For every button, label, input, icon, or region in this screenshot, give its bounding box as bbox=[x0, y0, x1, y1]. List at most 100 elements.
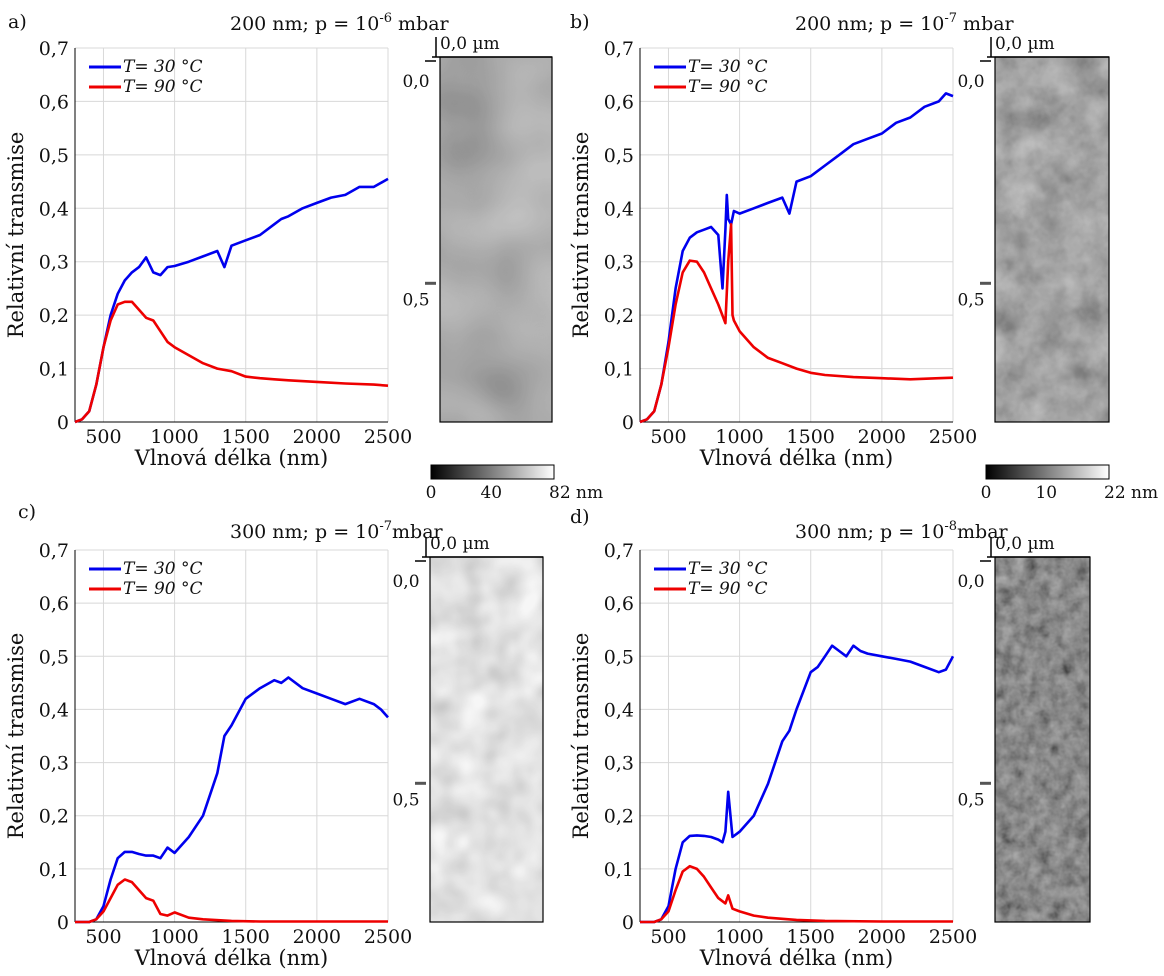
x-tick-label: 1000 bbox=[715, 926, 763, 948]
afm-texture bbox=[440, 57, 552, 422]
afm-image: 0,0 µm 0,0 0,5 bbox=[957, 534, 1091, 923]
legend-label: T= 90 °C bbox=[688, 77, 768, 97]
x-tick-label: 500 bbox=[650, 926, 686, 948]
x-tick-label: 2500 bbox=[364, 426, 412, 448]
y-tick-label: 0,1 bbox=[604, 359, 634, 381]
y-tick-label: 0 bbox=[622, 412, 634, 434]
panel-a: 500 1000 1500 2000 2500 0 0,1 0,2 0,3 0,4 0,5 0,6 0,… bbox=[4, 11, 603, 503]
afm-scale-label: 0,0 bbox=[392, 572, 419, 592]
panel-letter: b) bbox=[570, 11, 590, 33]
x-tick-label: 2000 bbox=[858, 426, 906, 448]
y-tick-label: 0 bbox=[57, 412, 69, 434]
afm-scale-label: 0,5 bbox=[392, 790, 419, 810]
afm-scale-label: 0,0 bbox=[402, 72, 429, 92]
series-line-red bbox=[639, 223, 954, 424]
x-axis-label: Vlnová délka (nm) bbox=[699, 946, 893, 970]
colorbar-gradient bbox=[985, 464, 1110, 480]
legend-label: T= 30 °C bbox=[123, 57, 203, 77]
afm-scale-label: 0,0 bbox=[957, 72, 984, 92]
x-tick-label: 2000 bbox=[858, 926, 906, 948]
plot-area bbox=[640, 48, 953, 422]
plot-area bbox=[75, 48, 388, 422]
legend-label: T= 30 °C bbox=[688, 57, 768, 77]
x-axis-label: Vlnová délka (nm) bbox=[699, 446, 893, 470]
colorbar-tick: 22 nm bbox=[1104, 483, 1158, 503]
x-tick-label: 2500 bbox=[364, 926, 412, 948]
panel-title: 200 nm; p = 10-6 mbar bbox=[230, 11, 450, 35]
panel-title: 300 nm; p = 10-8mbar bbox=[795, 519, 1009, 543]
x-tick-label: 1500 bbox=[222, 426, 270, 448]
series-line-blue bbox=[75, 676, 389, 924]
y-tick-label: 0,7 bbox=[604, 38, 634, 60]
afm-scale-label: 0,5 bbox=[957, 790, 984, 810]
panel-b: 500 1000 1500 2000 2500 0 0,1 0,2 0,3 0,4 0,5 0,6 0,… bbox=[569, 11, 1158, 503]
x-tick-label: 1500 bbox=[222, 926, 270, 948]
colorbar: 0 10 22 nm bbox=[981, 464, 1158, 503]
y-tick-label: 0,5 bbox=[604, 145, 634, 167]
y-axis-label: Relativní transmise bbox=[569, 132, 593, 339]
afm-image: 0,0 µm 0,0 0,5 bbox=[392, 534, 544, 923]
y-tick-label: 0,2 bbox=[604, 806, 634, 828]
y-tick-label: 0,4 bbox=[39, 699, 69, 721]
legend-label: T= 90 °C bbox=[123, 579, 203, 599]
panel-title: 300 nm; p = 10-7mbar bbox=[230, 519, 444, 543]
series-line-blue bbox=[74, 177, 389, 424]
y-tick-label: 0 bbox=[622, 912, 634, 934]
legend: T= 30 °CT= 90 °C bbox=[89, 559, 203, 599]
colorbar-tick: 0 bbox=[981, 483, 992, 503]
colorbar-tick: 40 bbox=[480, 483, 502, 503]
y-tick-label: 0,2 bbox=[39, 806, 69, 828]
panel-letter: a) bbox=[8, 11, 27, 33]
y-tick-label: 0,2 bbox=[39, 305, 69, 327]
y-tick-label: 0,6 bbox=[39, 91, 69, 113]
legend-label: T= 90 °C bbox=[123, 77, 203, 97]
y-tick-label: 0,6 bbox=[604, 91, 634, 113]
series-line-red bbox=[640, 864, 953, 924]
y-axis-label: Relativní transmise bbox=[569, 633, 593, 840]
panel-letter: c) bbox=[18, 501, 36, 523]
legend-label: T= 90 °C bbox=[688, 579, 768, 599]
afm-scale-label: 0,0 bbox=[957, 572, 984, 592]
colorbar-tick: 0 bbox=[426, 483, 437, 503]
y-tick-label: 0,4 bbox=[604, 699, 634, 721]
x-tick-label: 1000 bbox=[715, 426, 763, 448]
y-tick-label: 0,5 bbox=[39, 145, 69, 167]
legend: T= 30 °CT= 90 °C bbox=[654, 57, 768, 97]
y-tick-label: 0,6 bbox=[39, 593, 69, 615]
x-tick-label: 1000 bbox=[150, 926, 198, 948]
x-axis-label: Vlnová délka (nm) bbox=[134, 946, 328, 970]
y-tick-label: 0,3 bbox=[604, 753, 634, 775]
colorbar-tick: 10 bbox=[1035, 483, 1057, 503]
grid bbox=[75, 549, 389, 923]
series-line-red bbox=[75, 878, 388, 924]
x-tick-label: 1000 bbox=[150, 426, 198, 448]
x-tick-label: 2500 bbox=[929, 926, 977, 948]
grid bbox=[640, 549, 954, 923]
legend: T= 30 °CT= 90 °C bbox=[654, 559, 768, 599]
afm-image: 0,0 µm 0,0 0,5 bbox=[402, 34, 553, 423]
y-tick-label: 0,2 bbox=[604, 305, 634, 327]
legend: T= 30 °CT= 90 °C bbox=[89, 57, 203, 97]
x-tick-label: 500 bbox=[650, 426, 686, 448]
colorbar-gradient bbox=[430, 464, 555, 480]
colorbar-tick: 82 nm bbox=[549, 483, 603, 503]
y-tick-label: 0,7 bbox=[39, 540, 69, 562]
series-line-red bbox=[74, 300, 389, 424]
y-tick-label: 0,3 bbox=[39, 252, 69, 274]
panel-title: 200 nm; p = 10-7 mbar bbox=[795, 11, 1015, 35]
y-tick-label: 0,5 bbox=[39, 646, 69, 668]
afm-texture bbox=[430, 557, 543, 922]
y-tick-label: 0,1 bbox=[604, 859, 634, 881]
y-tick-label: 0 bbox=[57, 912, 69, 934]
series-line-blue bbox=[640, 644, 955, 924]
y-tick-label: 0,3 bbox=[39, 753, 69, 775]
x-tick-label: 2500 bbox=[929, 426, 977, 448]
x-tick-label: 2000 bbox=[293, 426, 341, 448]
afm-texture bbox=[995, 557, 1090, 922]
afm-top-label: 0,0 µm bbox=[430, 534, 490, 554]
colorbar: 0 40 82 nm bbox=[426, 464, 603, 503]
y-tick-label: 0,1 bbox=[39, 859, 69, 881]
panel-c: 500 1000 1500 2000 2500 0 0,1 0,2 0,3 0,4 0,5 0,6 0,… bbox=[4, 501, 544, 970]
y-tick-label: 0,1 bbox=[39, 359, 69, 381]
